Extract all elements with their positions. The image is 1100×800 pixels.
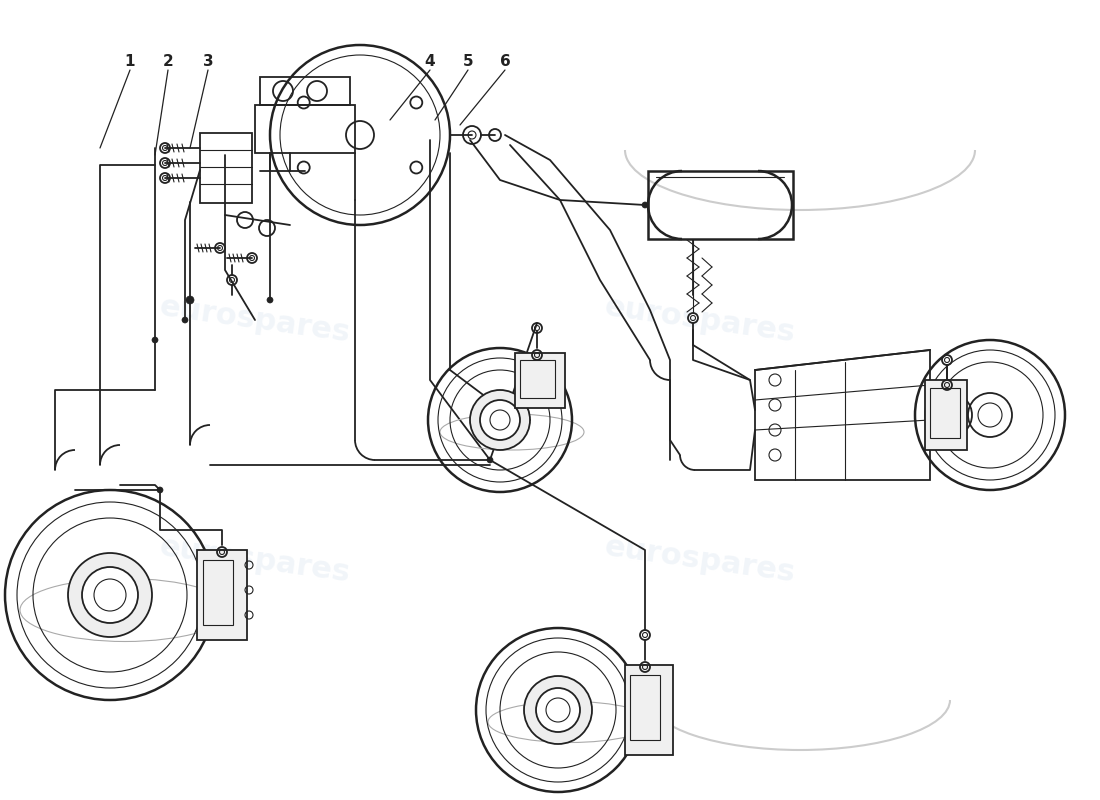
Text: eurospares: eurospares [157, 292, 352, 348]
Bar [930, 388, 960, 438]
Circle shape [157, 487, 163, 493]
Bar [200, 133, 252, 203]
Circle shape [524, 676, 592, 744]
Text: 3: 3 [202, 54, 213, 70]
Bar [204, 560, 233, 625]
Bar [255, 105, 355, 153]
Circle shape [480, 400, 520, 440]
Circle shape [182, 317, 188, 323]
Bar [625, 665, 673, 755]
Bar [197, 550, 248, 640]
Text: eurospares: eurospares [603, 532, 798, 588]
Circle shape [68, 553, 152, 637]
Bar [925, 380, 967, 450]
Circle shape [470, 390, 530, 450]
Circle shape [186, 296, 194, 304]
Text: 4: 4 [425, 54, 436, 70]
Bar [630, 675, 660, 740]
Text: 6: 6 [499, 54, 510, 70]
Bar [515, 353, 565, 408]
Circle shape [642, 202, 648, 208]
Circle shape [536, 688, 580, 732]
Circle shape [487, 457, 493, 463]
Text: 1: 1 [124, 54, 135, 70]
Bar [520, 360, 556, 398]
Bar [648, 171, 793, 239]
Text: 2: 2 [163, 54, 174, 70]
Circle shape [152, 337, 158, 343]
Circle shape [82, 567, 138, 623]
Text: eurospares: eurospares [603, 292, 798, 348]
Text: eurospares: eurospares [157, 532, 352, 588]
Circle shape [267, 297, 273, 303]
Text: 5: 5 [463, 54, 473, 70]
Bar [260, 77, 350, 105]
Circle shape [187, 297, 192, 303]
